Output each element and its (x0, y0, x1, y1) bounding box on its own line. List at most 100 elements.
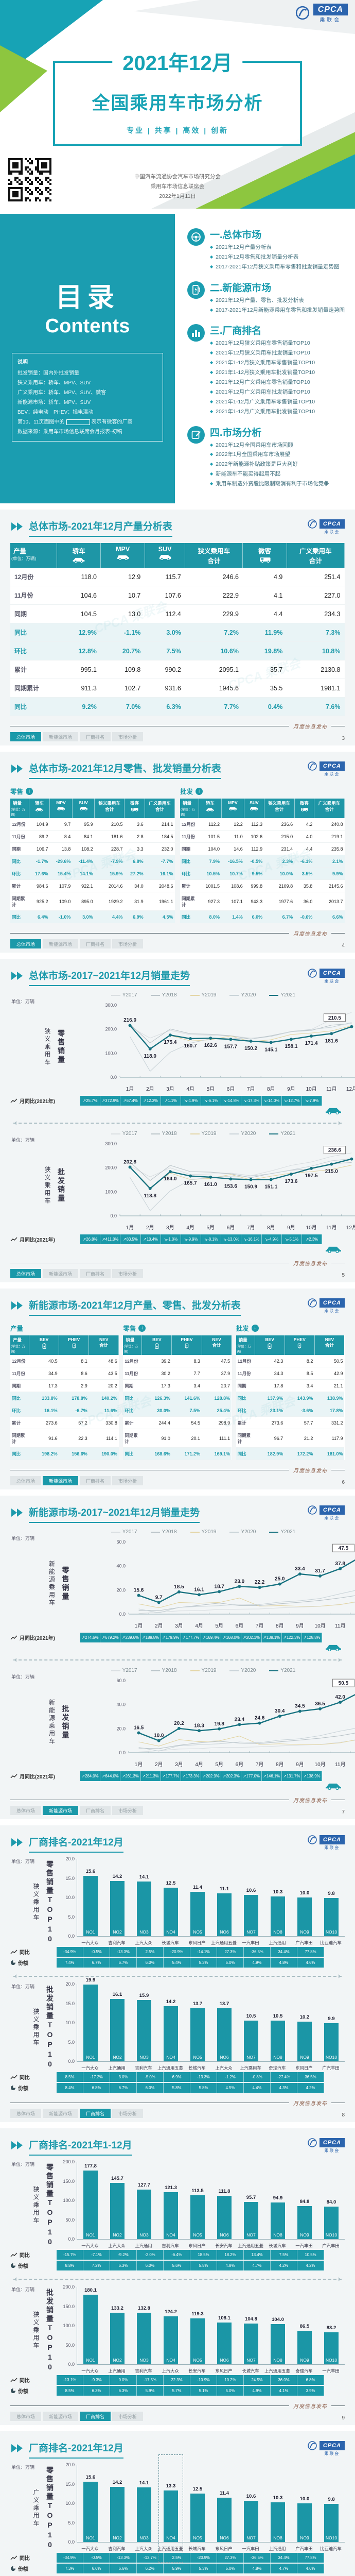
month-label: 9月 (296, 1623, 304, 1630)
tab-总体市场[interactable]: 总体市场 (10, 1269, 42, 1279)
toc-entry[interactable]: 2022年1月全国乘用车市场展望 (210, 450, 329, 460)
toc-entry[interactable]: 2021年12月狭义乘用车批发销量TOP10 (210, 348, 315, 358)
tab-新能源市场[interactable]: 新能源市场 (43, 1806, 79, 1816)
toc-entry[interactable]: 2022年新能源补贴政策是巨大利好 (210, 460, 329, 469)
wholesale-top10-chart: 单位：万辆 狭义乘用车 批发销量TOP10 200.0 150.0 100.0 50.0 0.… (10, 2284, 345, 2396)
tab-总体市场[interactable]: 总体市场 (10, 732, 42, 742)
tab-市场分析[interactable]: 市场分析 (112, 2412, 144, 2421)
tab-总体市场[interactable]: 总体市场 (10, 2109, 42, 2119)
tab-总体市场[interactable]: 总体市场 (10, 1476, 42, 1486)
y-axis-ticks: 200.0 150.0 100.0 50.0 0.0 (63, 2159, 75, 2242)
contents-title-cn: 目录 (55, 283, 119, 313)
bar-上汽大众: 124.2 NO4 (157, 2287, 184, 2365)
row-label: 环比 (123, 1404, 142, 1417)
table-row: 同比 -1.7% -29.6% -11.4% -7.9% 6.8% -7.7% (10, 855, 175, 868)
tab-新能源市场[interactable]: 新能源市场 (43, 2412, 79, 2421)
table-row: 11月份 89.2 8.4 84.1 181.6 2.8 184.5 (10, 830, 175, 843)
toc-entry[interactable]: 2021年1-12月狭义乘用车零售销量TOP10 (210, 358, 315, 368)
toc-entry[interactable]: 2021年1-12月广义乘用车零售销量TOP10 (210, 397, 315, 407)
table-row: 同期累计 911.3 102.7 931.6 1945.6 35.5 1981.1 (10, 679, 345, 698)
tab-总体市场[interactable]: 总体市场 (10, 2412, 42, 2421)
column-header: 销量 (单位：万辆) (180, 799, 199, 819)
row-label: 同比 (236, 1392, 255, 1405)
axis-labels: 单位：万辆 新能源乘用车 零售销量 (11, 1536, 70, 1607)
table-row: 同比 12.9% -1.1% 3.0% 7.2% 11.9% 7.3% (10, 623, 345, 642)
yoy-cell: ↗168.0% (221, 1633, 242, 1643)
value-cell: -3.6% (285, 1404, 315, 1417)
tab-厂商排名[interactable]: 厂商排名 (80, 1476, 111, 1486)
tab-市场分析[interactable]: 市场分析 (112, 2109, 144, 2119)
tab-市场分析[interactable]: 市场分析 (112, 732, 144, 742)
tab-新能源市场[interactable]: 新能源市场 (43, 1269, 79, 1279)
toc-entry[interactable]: 2021年12月全国乘用车市场回顾 (210, 440, 329, 450)
toc-entry[interactable]: 2021年12月零售和批发销量分析表 (210, 252, 340, 262)
value-cell: 927.3 (199, 892, 221, 911)
column-header: BEV (141, 1335, 172, 1355)
row-label: 同期累计 (180, 892, 199, 911)
value-cell: 109.0 (49, 892, 73, 911)
bar-name: 上汽大众 (135, 2546, 152, 2552)
value-cell: 1001.5 (199, 879, 221, 893)
row-label: 同比 (123, 1392, 142, 1405)
toc-entry[interactable]: 2021年12月狭义乘用车零售销量TOP10 (210, 338, 315, 348)
wholesale-table: 销量 (单位：万辆) 轿车 MPV SUV 狭义乘用车 合计 微客 广义乘用车 合计 12月份 112… (180, 799, 345, 924)
toc-entry[interactable]: 2021年12月广义乘用车批发销量TOP10 (210, 387, 315, 397)
van-icon (244, 556, 285, 564)
cpca-logo: CPCA 乘联会 (295, 4, 348, 23)
bar-一汽大众: 177.8 NO1 (77, 2162, 104, 2240)
month-label: 3月 (166, 1087, 174, 1093)
tab-市场分析[interactable]: 市场分析 (112, 1269, 144, 1279)
tab-新能源市场[interactable]: 新能源市场 (43, 2109, 79, 2119)
chevron-icon (10, 521, 25, 534)
tab-总体市场[interactable]: 总体市场 (10, 1806, 42, 1816)
bar-name: 东风日产 (215, 2546, 233, 2552)
month-label: 8月 (276, 1762, 284, 1768)
tab-厂商排名[interactable]: 厂商排名 (80, 939, 111, 949)
toc-entry[interactable]: 2017-2021年12月新能源乘用车零售和批发销量走势图 (210, 306, 345, 315)
bar-name: 上汽通用五菱 (157, 2065, 183, 2071)
value-cell: 190.0% (88, 1447, 119, 1461)
tab-总体市场[interactable]: 总体市场 (10, 939, 42, 949)
toc-entry[interactable]: 2021年1-12月狭义乘用车批发销量TOP10 (210, 368, 315, 378)
bar-names: 一汽大众 上汽大众 上汽通用 吉利汽车 东风日产 长安汽车 上汽通用五菱 长城汽车 一汽丰田 广汽… (77, 2240, 344, 2249)
axis-labels: 单位：万辆 狭义乘用车 批发销量TOP10 (11, 2287, 54, 2373)
tab-厂商排名[interactable]: 厂商排名 (80, 2109, 111, 2119)
cpca-logo: CPCA 乘联会 (307, 1835, 345, 1851)
toc-entry[interactable]: 2021年12月产量、零售、批发分析表 (210, 296, 345, 306)
tab-厂商排名[interactable]: 厂商排名 (80, 732, 111, 742)
tab-厂商排名[interactable]: 厂商排名 (80, 1806, 111, 1816)
tab-市场分析[interactable]: 市场分析 (112, 939, 144, 949)
toc-entry[interactable]: 2017-2021年12月狭义乘用车零售和批发销量走势图 (210, 262, 339, 272)
tab-厂商排名[interactable]: 厂商排名 (80, 2412, 111, 2421)
tab-厂商排名[interactable]: 厂商排名 (80, 1269, 111, 1279)
tab-新能源市场[interactable]: 新能源市场 (43, 732, 79, 742)
tab-市场分析[interactable]: 市场分析 (112, 1476, 144, 1486)
value-cell: 222.9 (185, 586, 243, 605)
tab-新能源市场[interactable]: 新能源市场 (43, 939, 79, 949)
toc-entry[interactable]: 2021年12月广义乘用车零售销量TOP10 (210, 378, 315, 387)
bar-name: 上汽大众 (135, 1940, 152, 1946)
tab-市场分析[interactable]: 市场分析 (112, 1806, 144, 1816)
share-cell: 4.7% (244, 2261, 271, 2271)
share-cell: 6.7% (110, 2083, 137, 2093)
legend-item: Y2020 (229, 1131, 256, 1137)
column-header: 广义乘用车 合计 (314, 799, 345, 819)
share-cell: 6.3% (83, 2386, 110, 2396)
toc-entry[interactable]: 2021年1-12月广义乘用车批发销量TOP10 (210, 407, 315, 417)
org-line-1: 中国汽车流通协会汽车市场研究分会 (134, 174, 221, 180)
toc-entry[interactable]: 新能源车不能买得起用不起 (210, 469, 329, 479)
table-row: 环比 12.8% 20.7% 7.5% 10.6% 19.8% 10.8% (10, 641, 345, 661)
value-cell: 229.9 (185, 604, 243, 624)
yoy-cell: ↗211.3% (140, 1771, 161, 1782)
bar-上汽大众: 14.1 NO3 (131, 2465, 157, 2543)
bar-name: 东风日产 (295, 2065, 313, 2071)
contents-sections: 一.总体市场2021年12月产量分析表2021年12月零售和批发销量分析表201… (175, 214, 355, 503)
value-cell: 7.7 (171, 1367, 202, 1380)
share-cell: 4.1% (271, 2386, 297, 2396)
month-label: 6月 (235, 1623, 244, 1630)
toc-entry[interactable]: 乘用车制造外资股比限制取消有利于市场化竞争 (210, 479, 329, 489)
value-cell: 20.7 (202, 1379, 232, 1393)
value-cell: 995.1 (57, 660, 101, 680)
tab-新能源市场[interactable]: 新能源市场 (43, 1476, 79, 1486)
toc-entry[interactable]: 2021年12月产量分析表 (210, 243, 340, 252)
